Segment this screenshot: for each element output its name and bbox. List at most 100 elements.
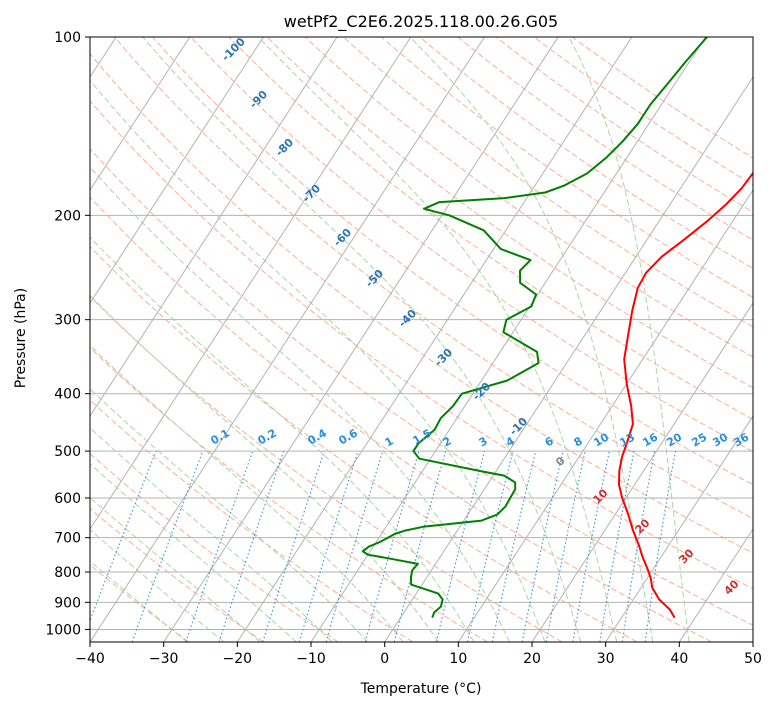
moist-adiabat-label: 10 — [591, 486, 611, 506]
dry-adiabat-line — [90, 148, 753, 626]
mixing-ratio-label: 20 — [664, 430, 684, 449]
y-tick-label: 200 — [54, 208, 81, 224]
moist-adiabat-line — [90, 344, 404, 642]
dry-adiabat-line — [381, 37, 753, 298]
x-tick-label: 10 — [449, 651, 467, 667]
y-tick-label: 500 — [54, 444, 81, 460]
moist-adiabat-line — [90, 496, 261, 642]
mixing-ratio-line — [262, 450, 325, 642]
y-tick-label: 700 — [54, 531, 81, 547]
isotherm-label: -40 — [396, 307, 419, 330]
chart-title: wetPf2_C2E6.2025.118.00.26.G05 — [284, 12, 558, 32]
isotherm-line — [384, 76, 753, 642]
isotherm-label: -100 — [219, 35, 248, 64]
mixing-ratio-line — [185, 450, 254, 642]
isotherm-label: -30 — [432, 346, 455, 369]
moist-adiabat-line — [90, 529, 225, 642]
moist-adiabat-line — [90, 427, 333, 642]
y-tick-label: 300 — [54, 313, 81, 329]
y-tick-label: 400 — [54, 387, 81, 403]
dry-adiabat-line — [572, 37, 753, 159]
isotherm-label: -80 — [273, 136, 296, 159]
isotherm-line — [531, 302, 753, 642]
isotherm-line — [605, 415, 753, 642]
mixing-ratio-label: 0.4 — [306, 426, 330, 447]
x-tick-label: 30 — [597, 651, 615, 667]
isotherm-line — [236, 37, 633, 642]
moist-adiabat-line — [90, 166, 510, 642]
mixing-ratio-line — [325, 450, 384, 642]
moist-adiabat-line — [90, 463, 297, 642]
x-tick-label: −20 — [223, 651, 253, 667]
isotherm-line — [90, 37, 191, 192]
mixing-ratio-line — [218, 450, 285, 642]
mixing-ratio-line — [435, 450, 486, 642]
dry-adiabat-line — [90, 295, 563, 642]
x-tick-label: −30 — [149, 651, 179, 667]
mixing-ratio-line — [393, 450, 447, 642]
mixing-ratio-label: 2 — [441, 434, 454, 449]
moist-adiabat-line — [257, 37, 618, 642]
mixing-ratio-line — [644, 451, 676, 642]
mixing-ratio-line — [466, 450, 514, 642]
isotherm-line — [163, 37, 559, 642]
dry-adiabat-line — [343, 37, 753, 328]
isotherm-line — [90, 37, 264, 304]
mixing-ratio-label: 13 — [617, 431, 637, 450]
temperature-profile-line — [618, 171, 753, 619]
moist-adiabat-line — [90, 388, 369, 642]
mixing-ratio-line — [131, 450, 204, 642]
isotherm-line — [90, 37, 338, 417]
y-tick-label: 600 — [54, 491, 81, 507]
isotherm-line — [310, 37, 706, 642]
plot-frame — [89, 36, 754, 643]
dry-adiabat-line — [90, 507, 264, 642]
mixing-ratio-label: 0.6 — [337, 426, 361, 447]
dry-adiabat-line — [304, 37, 753, 358]
x-tick-label: 20 — [523, 651, 541, 667]
plot-area — [90, 37, 753, 642]
y-tick-label: 100 — [54, 30, 81, 46]
isotherm-line — [457, 189, 753, 642]
dry-adiabat-line — [457, 37, 753, 241]
isotherm-line — [90, 37, 412, 530]
mixing-ratio-label: 25 — [689, 431, 709, 450]
y-axis-title: Pressure (hPa) — [13, 288, 29, 388]
dewpoint-profile-line — [361, 37, 708, 618]
moist-adiabat-label: 0 — [553, 454, 568, 469]
moist-adiabat-line — [409, 37, 654, 642]
x-tick-label: −10 — [296, 651, 326, 667]
mixing-ratio-line — [90, 450, 157, 623]
dry-adiabat-line — [90, 196, 712, 642]
dry-adiabat-line — [228, 37, 753, 420]
mixing-ratio-line — [364, 450, 420, 642]
moist-adiabat-line — [568, 37, 690, 642]
moist-adiabat-label: 30 — [677, 546, 697, 566]
mixing-ratio-line — [521, 450, 564, 642]
moist-adiabat-line — [90, 236, 475, 642]
x-tick-label: −40 — [75, 651, 105, 667]
mixing-ratio-line — [599, 450, 635, 642]
x-axis-title: Temperature (°C) — [360, 681, 482, 697]
x-tick-label: 40 — [670, 651, 688, 667]
mixing-ratio-label: 36 — [731, 430, 751, 449]
moist-adiabat-label: 40 — [722, 577, 742, 597]
isotherm-line — [90, 37, 485, 642]
y-tick-label: 800 — [54, 565, 81, 581]
dry-adiabat-line — [90, 399, 414, 642]
dry-adiabat-line — [419, 37, 753, 269]
dry-adiabat-line — [114, 37, 753, 520]
mixing-ratio-line — [545, 450, 586, 642]
isotherm-label: -90 — [247, 88, 270, 111]
x-tick-label: 0 — [380, 651, 389, 667]
mixing-ratio-label: 8 — [572, 434, 585, 449]
mixing-ratio-label: 30 — [710, 430, 730, 449]
dry-adiabat-line — [266, 37, 753, 389]
moist-adiabat-line — [90, 294, 439, 642]
isotherm-line — [752, 641, 753, 642]
mixing-ratio-line — [491, 450, 537, 642]
dry-adiabat-line — [90, 347, 488, 642]
dry-adiabat-line — [190, 37, 753, 453]
dry-adiabat-line — [90, 245, 638, 642]
